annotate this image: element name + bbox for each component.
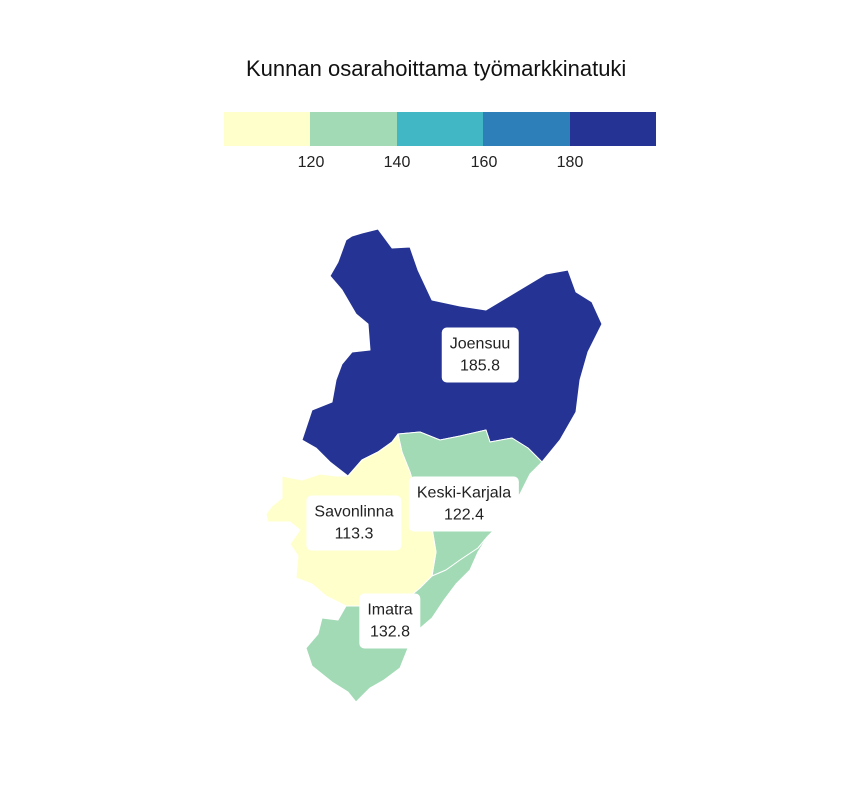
region-value: 113.3 — [334, 525, 374, 543]
region-name: Imatra — [367, 601, 413, 619]
region-label-savonlinna: Savonlinna 113.3 — [306, 495, 402, 551]
region-value: 185.8 — [459, 357, 501, 375]
legend-swatch-2 — [310, 112, 397, 146]
legend-swatch-4 — [483, 112, 570, 146]
legend-tick-120: 120 — [297, 154, 325, 171]
legend-swatch-1 — [224, 112, 311, 146]
region-name: Keski-Karjala — [416, 484, 512, 502]
legend-tick-180: 180 — [556, 154, 584, 171]
region-name: Joensuu — [449, 335, 511, 353]
region-value: 132.8 — [369, 623, 411, 641]
legend-swatch-3 — [396, 112, 484, 146]
legend-tick-140: 140 — [383, 154, 411, 171]
legend-color-bar — [224, 112, 657, 146]
legend-title: Kunnan osarahoittama työmarkkinatuki — [246, 56, 627, 81]
region-label-imatra: Imatra 132.8 — [359, 593, 421, 649]
region-label-keski-karjala: Keski-Karjala 122.4 — [408, 476, 520, 532]
legend-tick-160: 160 — [470, 154, 498, 171]
region-name: Savonlinna — [314, 503, 394, 521]
region-value: 122.4 — [443, 506, 485, 524]
region-label-joensuu: Joensuu 185.8 — [441, 327, 519, 383]
legend-swatch-5 — [569, 112, 657, 146]
